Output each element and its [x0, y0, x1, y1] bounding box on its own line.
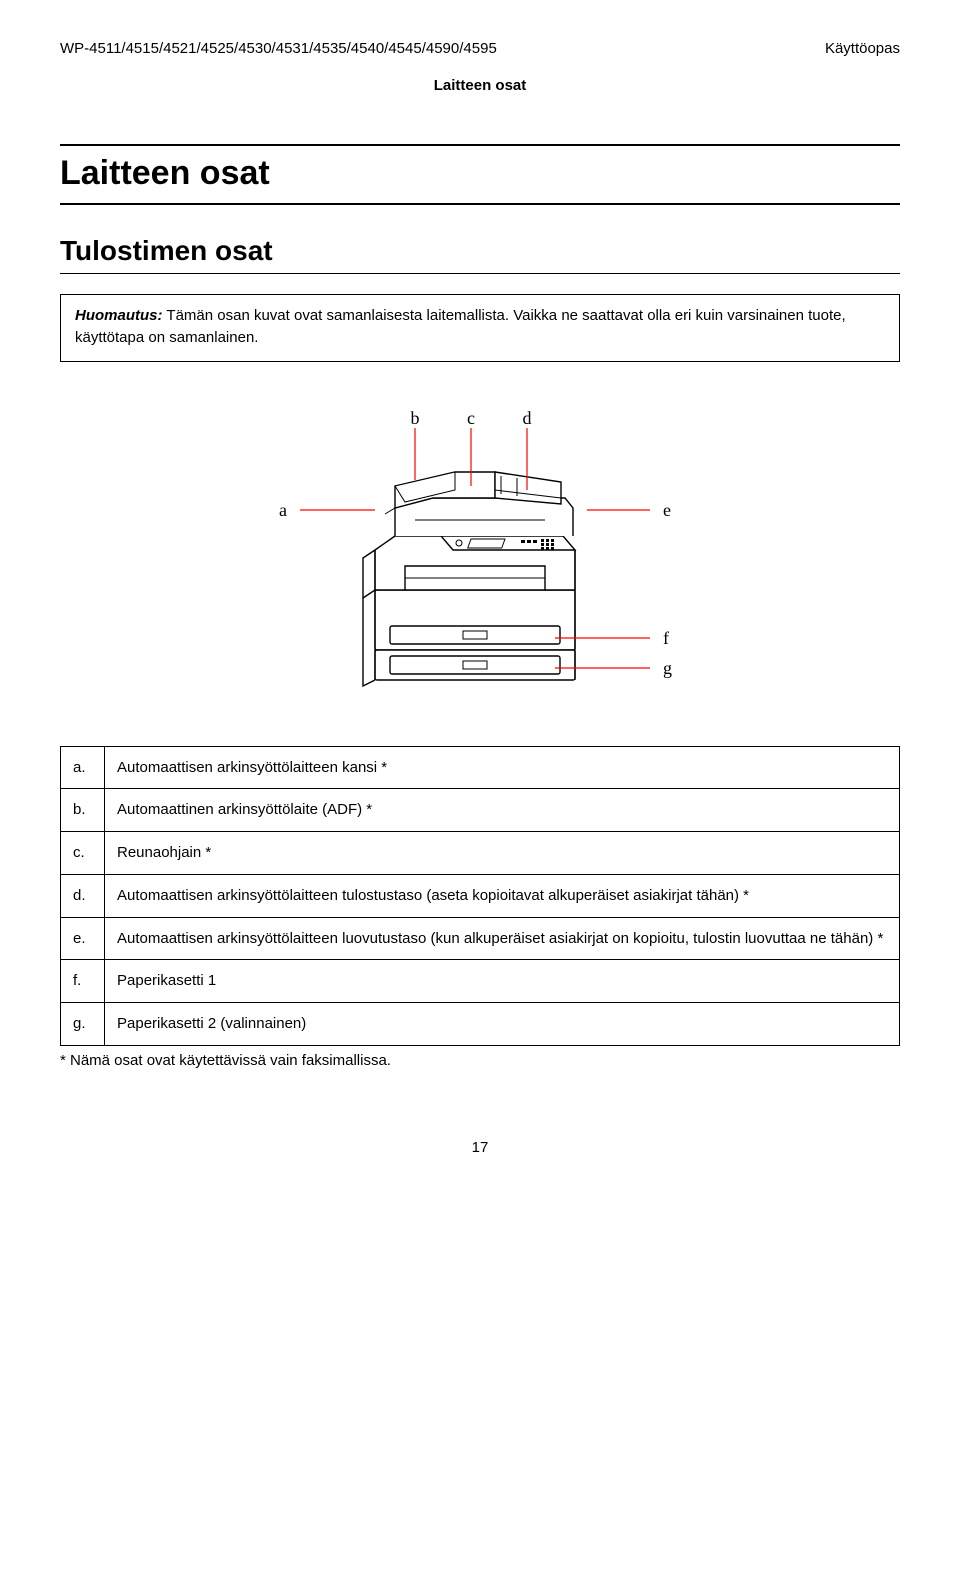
svg-text:c: c: [467, 408, 475, 428]
table-row: c.Reunaohjain *: [61, 832, 900, 875]
part-description: Paperikasetti 2 (valinnainen): [105, 1003, 900, 1046]
svg-text:e: e: [663, 500, 671, 520]
table-row: g.Paperikasetti 2 (valinnainen): [61, 1003, 900, 1046]
note-box: Huomautus: Tämän osan kuvat ovat samanla…: [60, 294, 900, 362]
svg-text:g: g: [663, 658, 672, 678]
part-description: Automaattisen arkinsyöttölaitteen kansi …: [105, 746, 900, 789]
table-row: a.Automaattisen arkinsyöttölaitteen kans…: [61, 746, 900, 789]
table-row: f.Paperikasetti 1: [61, 960, 900, 1003]
part-label: f.: [61, 960, 105, 1003]
page-header: WP-4511/4515/4521/4525/4530/4531/4535/45…: [60, 40, 900, 57]
page-number: 17: [60, 1139, 900, 1156]
part-label: a.: [61, 746, 105, 789]
section-breadcrumb: Laitteen osat: [60, 77, 900, 94]
svg-text:d: d: [523, 408, 532, 428]
svg-text:f: f: [663, 628, 669, 648]
heading-2: Tulostimen osat: [60, 231, 900, 274]
printer-diagram: a b c d e fg: [60, 390, 900, 710]
footnote: * Nämä osat ovat käytettävissä vain faks…: [60, 1052, 900, 1069]
part-label: e.: [61, 917, 105, 960]
document-type: Käyttöopas: [825, 40, 900, 57]
note-body: Tämän osan kuvat ovat samanlaisesta lait…: [75, 307, 846, 346]
printer-diagram-svg: a b c d e fg: [245, 390, 715, 710]
part-description: Automaattisen arkinsyöttölaitteen tulost…: [105, 874, 900, 917]
part-label: d.: [61, 874, 105, 917]
part-description: Paperikasetti 1: [105, 960, 900, 1003]
part-description: Automaattisen arkinsyöttölaitteen luovut…: [105, 917, 900, 960]
part-description: Reunaohjain *: [105, 832, 900, 875]
table-row: b.Automaattinen arkinsyöttölaite (ADF) *: [61, 789, 900, 832]
part-label: g.: [61, 1003, 105, 1046]
note-title: Huomautus:: [75, 307, 163, 324]
svg-text:a: a: [279, 500, 287, 520]
product-models: WP-4511/4515/4521/4525/4530/4531/4535/45…: [60, 40, 497, 57]
part-label: c.: [61, 832, 105, 875]
svg-text:b: b: [411, 408, 420, 428]
table-row: e.Automaattisen arkinsyöttölaitteen luov…: [61, 917, 900, 960]
parts-table: a.Automaattisen arkinsyöttölaitteen kans…: [60, 746, 900, 1046]
part-description: Automaattinen arkinsyöttölaite (ADF) *: [105, 789, 900, 832]
table-row: d.Automaattisen arkinsyöttölaitteen tulo…: [61, 874, 900, 917]
part-label: b.: [61, 789, 105, 832]
heading-1: Laitteen osat: [60, 144, 900, 205]
